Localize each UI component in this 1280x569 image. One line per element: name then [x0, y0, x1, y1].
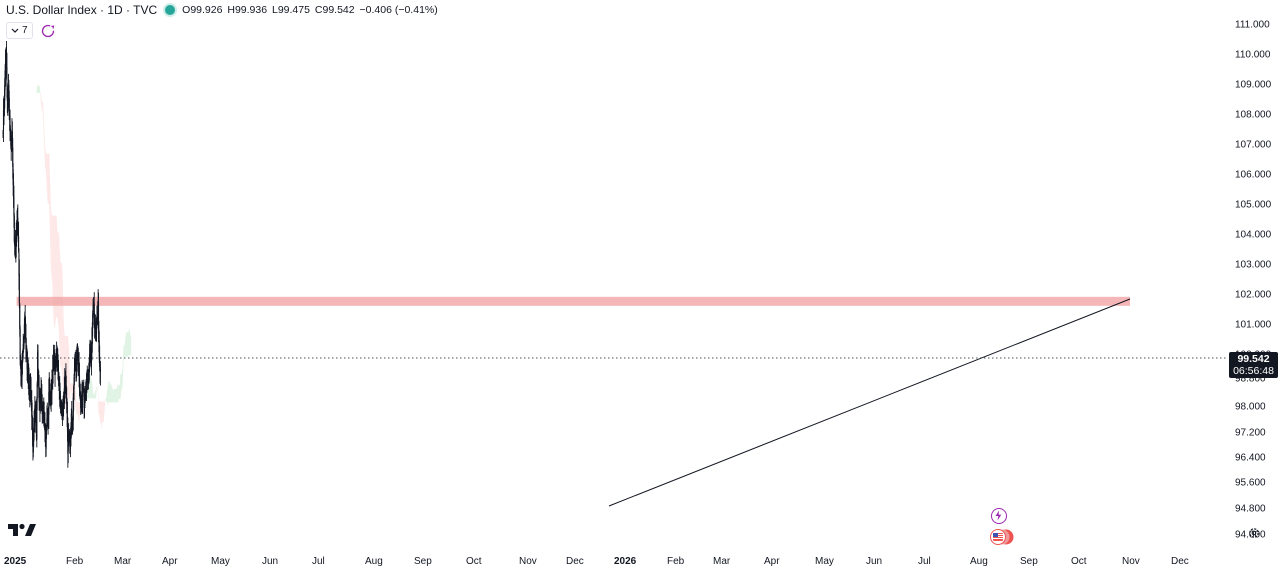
y-tick-label: 95.600: [1235, 478, 1266, 489]
y-tick-label: 104.000: [1235, 229, 1272, 240]
refresh-icon[interactable]: [41, 24, 55, 38]
x-tick-label: Sep: [414, 556, 432, 567]
x-tick-label: Oct: [1071, 556, 1087, 567]
x-tick-label: Nov: [1122, 556, 1140, 567]
y-tick-label: 110.000: [1235, 49, 1271, 60]
y-tick-label: 102.000: [1235, 289, 1272, 300]
candle: [18, 221, 20, 254]
gear-icon[interactable]: [1247, 526, 1261, 540]
candle: [2, 98, 5, 142]
x-tick-label: Mar: [713, 556, 731, 567]
y-tick-label: 96.400: [1235, 453, 1266, 464]
candle: [51, 369, 53, 405]
change-value: −0.406 (−0.41%): [359, 4, 438, 16]
indicator-toolbar: 7: [6, 22, 55, 39]
x-tick-label: Apr: [162, 556, 178, 567]
y-tick-label: 98.000: [1235, 402, 1266, 413]
y-tick-label: 94.800: [1235, 504, 1266, 515]
y-tick-label: 98.800: [1235, 374, 1266, 385]
y-tick-label: 97.200: [1235, 428, 1266, 439]
x-tick-label: Mar: [114, 556, 132, 567]
candle: [18, 259, 20, 309]
event-lightning-marker[interactable]: [991, 508, 1007, 524]
x-tick-label: Sep: [1020, 556, 1038, 567]
y-tick-label: 111.000: [1235, 20, 1270, 31]
candle: [2, 129, 4, 138]
chart-header: U.S. Dollar Index · 1D · TVC O99.926 H99…: [6, 2, 440, 18]
x-tick-label: Feb: [66, 556, 84, 567]
x-tick-label: Dec: [566, 556, 584, 567]
resistance-zone[interactable]: [16, 296, 1131, 306]
x-tick-label: Jul: [918, 556, 931, 567]
low-value: L99.475: [272, 4, 310, 16]
indicator-count: 7: [22, 25, 28, 36]
candle: [19, 355, 22, 370]
x-tick-label: Apr: [764, 556, 780, 567]
x-tick-label: 2026: [614, 556, 637, 567]
y-tick-label: 101.000: [1235, 319, 1272, 330]
y-tick-label: 107.000: [1235, 139, 1272, 150]
tradingview-logo-icon[interactable]: [8, 522, 36, 538]
x-tick-label: Jul: [312, 556, 325, 567]
y-tick-label: 103.000: [1235, 259, 1272, 270]
event-economic-marker[interactable]: [989, 529, 1015, 545]
indicators-toggle-button[interactable]: 7: [6, 22, 33, 39]
y-tick-label: 106.000: [1235, 169, 1272, 180]
x-tick-label: May: [815, 556, 834, 567]
candle: [99, 361, 102, 386]
bar-countdown: 06:56:48: [1233, 365, 1274, 377]
x-tick-label: Jun: [866, 556, 882, 567]
ohlc-legend: O99.926 H99.936 L99.475 C99.542 −0.406 (…: [182, 4, 440, 16]
x-tick-label: Dec: [1171, 556, 1189, 567]
lightning-icon: [995, 510, 1002, 521]
y-tick-label: 108.000: [1235, 109, 1272, 120]
x-tick-label: May: [211, 556, 230, 567]
x-tick-label: Jun: [262, 556, 278, 567]
ascending-trendline[interactable]: [608, 298, 1131, 507]
close-value: C99.542: [314, 4, 355, 16]
symbol-title[interactable]: U.S. Dollar Index · 1D · TVC: [6, 3, 158, 17]
x-tick-label: Feb: [667, 556, 685, 567]
high-value: H99.936: [227, 4, 268, 16]
chevron-down-icon: [11, 28, 19, 33]
x-tick-label: Nov: [519, 556, 537, 567]
last-price-tag: 99.542 06:56:48: [1229, 352, 1278, 378]
y-tick-label: 105.000: [1235, 199, 1272, 210]
x-tick-label: 2025: [4, 556, 27, 567]
us-flag-icon: [990, 529, 1014, 545]
x-tick-label: Aug: [970, 556, 988, 567]
open-value: O99.926: [182, 4, 223, 16]
market-open-dot-icon: [165, 5, 176, 15]
last-price: 99.542: [1237, 353, 1270, 365]
x-tick-label: Aug: [365, 556, 383, 567]
x-tick-label: Oct: [466, 556, 482, 567]
y-tick-label: 109.000: [1235, 79, 1272, 90]
